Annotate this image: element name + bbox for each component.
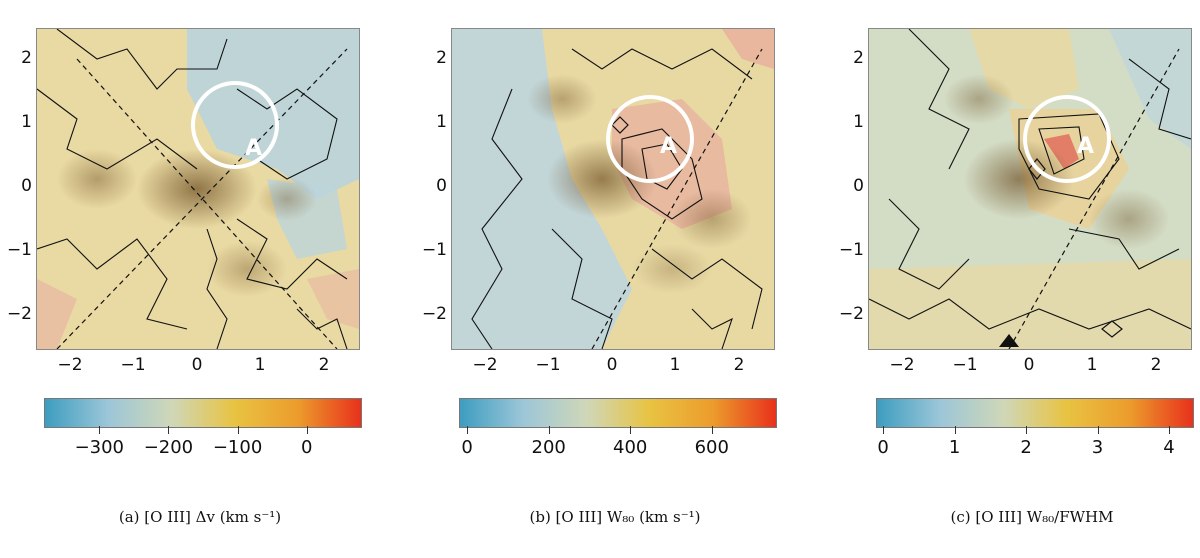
colorbar-tick-label: 1 [948, 437, 961, 458]
region-a-label: A [245, 136, 262, 161]
xtick-label: 2 [318, 355, 330, 375]
xtick-label: 2 [733, 355, 745, 375]
w80-fwhm-map: A [868, 28, 1192, 350]
panel-caption: (c) [O III] W₈₀/FWHM [950, 508, 1114, 526]
colorbar-tick-mark [548, 426, 550, 434]
xtick-label: 0 [1023, 355, 1035, 375]
panel-caption: (b) [O III] W₈₀ (km s⁻¹) [529, 508, 701, 526]
colorbar-tick-mark [168, 426, 170, 434]
colorbar-tick-mark [883, 426, 885, 434]
ytick-label: −1 [6, 240, 32, 260]
panel-b: A 2 1 0 −1 −2 −2 −1 0 1 2 (b) [O III] W₈… [415, 0, 815, 558]
colorbar-tick-mark [467, 426, 469, 434]
ytick-label: −2 [421, 304, 447, 324]
colorbar-tick-label: 4 [1163, 437, 1175, 458]
ytick-label: 0 [436, 176, 447, 196]
ytick-label: −2 [838, 304, 864, 324]
region-a-label: A [1077, 134, 1094, 159]
panel-c: A 2 1 0 −1 −2 −2 −1 0 1 2 (c) [O III] W₈… [832, 0, 1200, 558]
colorbar-tick-mark [954, 426, 956, 434]
xtick-label: 1 [669, 355, 681, 375]
colorbar-tick-mark [711, 426, 713, 434]
colorbar-tick-mark [1097, 426, 1099, 434]
colorbar-tick-mark [1168, 426, 1170, 434]
ytick-label: −1 [421, 240, 447, 260]
velocity-map: A [36, 28, 360, 350]
xtick-label: 1 [254, 355, 266, 375]
colorbar-tick-label: −100 [212, 437, 263, 458]
colorbar-tick-label: −300 [74, 437, 125, 458]
colorbar-tick-label: 3 [1091, 437, 1104, 458]
xtick-label: −1 [535, 355, 561, 375]
xtick-label: 1 [1086, 355, 1098, 375]
xtick-label: −1 [952, 355, 978, 375]
xtick-label: −2 [57, 355, 83, 375]
ytick-label: 0 [853, 176, 864, 196]
colorbar-tick-label: −200 [143, 437, 194, 458]
ytick-label: 2 [21, 48, 32, 68]
panel-caption: (a) [O III] Δv (km s⁻¹) [118, 508, 282, 526]
xtick-label: 2 [1150, 355, 1162, 375]
ytick-label: 1 [436, 112, 447, 132]
colorbar [44, 398, 362, 428]
ytick-label: 2 [853, 48, 864, 68]
colorbar-tick-label: 400 [613, 437, 648, 458]
colorbar-tick-mark [306, 426, 308, 434]
colorbar-tick-mark [99, 426, 101, 434]
colorbar-tick-label: 0 [877, 437, 889, 458]
colorbar-tick-mark [237, 426, 239, 434]
w80-map: A [451, 28, 775, 350]
ytick-label: 1 [853, 112, 864, 132]
ytick-label: 2 [436, 48, 447, 68]
xtick-label: −1 [120, 355, 146, 375]
colorbar-tick-label: 2 [1020, 437, 1032, 458]
colorbar [876, 398, 1194, 428]
colorbar-tick-label: 600 [694, 437, 729, 458]
colorbar-tick-mark [1026, 426, 1028, 434]
colorbar-tick-label: 0 [300, 437, 313, 458]
xtick-label: −2 [472, 355, 498, 375]
colorbar-tick-label: 0 [461, 437, 473, 458]
ytick-label: −2 [6, 304, 32, 324]
xtick-label: −2 [889, 355, 915, 375]
ytick-label: 1 [21, 112, 32, 132]
ytick-label: −1 [838, 240, 864, 260]
colorbar-tick-mark [630, 426, 632, 434]
colorbar [459, 398, 777, 428]
region-a-label: A [660, 134, 677, 159]
panel-a: A 2 1 0 −1 −2 −2 −1 0 1 2 (a) [O III] Δv… [0, 0, 400, 558]
ytick-label: 0 [21, 176, 32, 196]
xtick-label: 0 [191, 355, 203, 375]
colorbar-tick-label: 200 [531, 437, 566, 458]
xtick-label: 0 [606, 355, 618, 375]
